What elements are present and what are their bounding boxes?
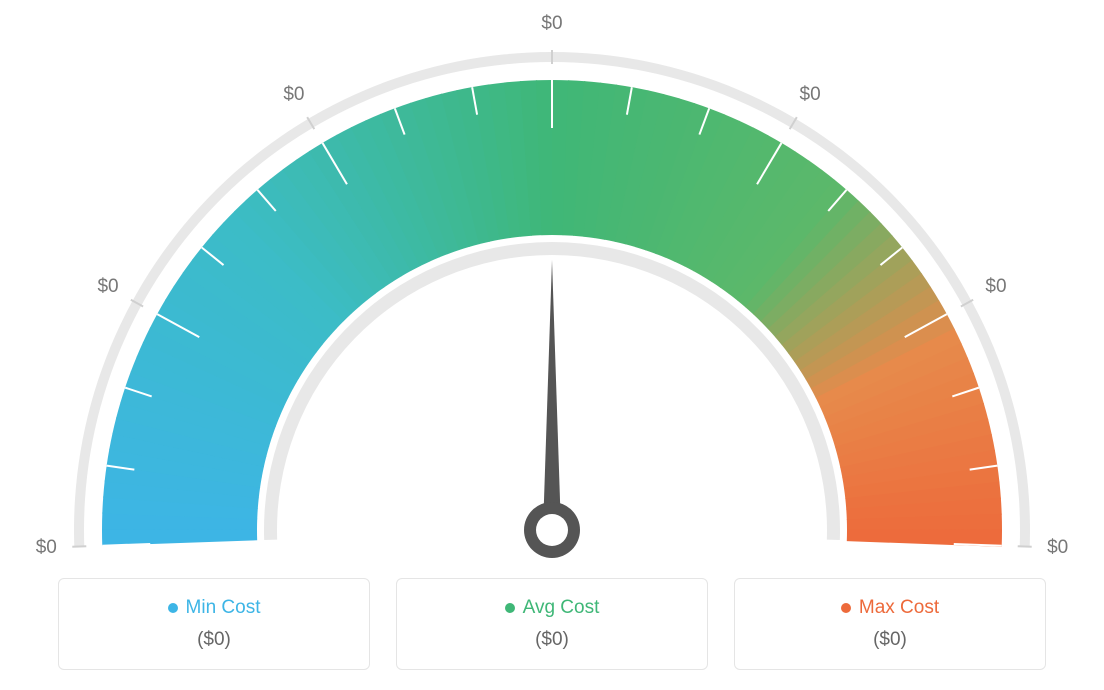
legend-head-max: Max Cost — [841, 597, 939, 619]
gauge-tick-label: $0 — [97, 276, 118, 298]
gauge-tick-label: $0 — [1047, 537, 1068, 559]
legend-label-avg: Avg Cost — [523, 597, 600, 619]
legend-dot-max — [841, 603, 851, 613]
legend-dot-avg — [505, 603, 515, 613]
legend-value-max: ($0) — [873, 629, 907, 651]
gauge-tick-label: $0 — [800, 84, 821, 106]
gauge-tick-label: $0 — [36, 537, 57, 559]
legend-card-max: Max Cost ($0) — [734, 578, 1046, 670]
legend-head-avg: Avg Cost — [505, 597, 600, 619]
legend-card-min: Min Cost ($0) — [58, 578, 370, 670]
legend-card-avg: Avg Cost ($0) — [396, 578, 708, 670]
gauge-svg — [32, 10, 1072, 566]
gauge-tick-label: $0 — [985, 276, 1006, 298]
legend-value-avg: ($0) — [535, 629, 569, 651]
legend-value-min: ($0) — [197, 629, 231, 651]
legend-dot-min — [168, 603, 178, 613]
legend-label-max: Max Cost — [859, 597, 939, 619]
legend-row: Min Cost ($0) Avg Cost ($0) Max Cost ($0… — [58, 578, 1046, 670]
gauge-tick-label: $0 — [283, 84, 304, 106]
gauge-chart: $0$0$0$0$0$0$0 — [32, 10, 1072, 550]
gauge-tick-label: $0 — [541, 13, 562, 35]
legend-label-min: Min Cost — [186, 597, 261, 619]
legend-head-min: Min Cost — [168, 597, 261, 619]
